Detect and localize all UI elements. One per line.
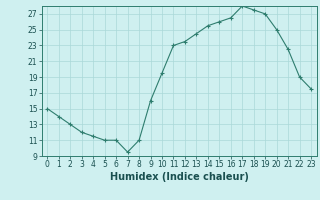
X-axis label: Humidex (Indice chaleur): Humidex (Indice chaleur) — [110, 172, 249, 182]
